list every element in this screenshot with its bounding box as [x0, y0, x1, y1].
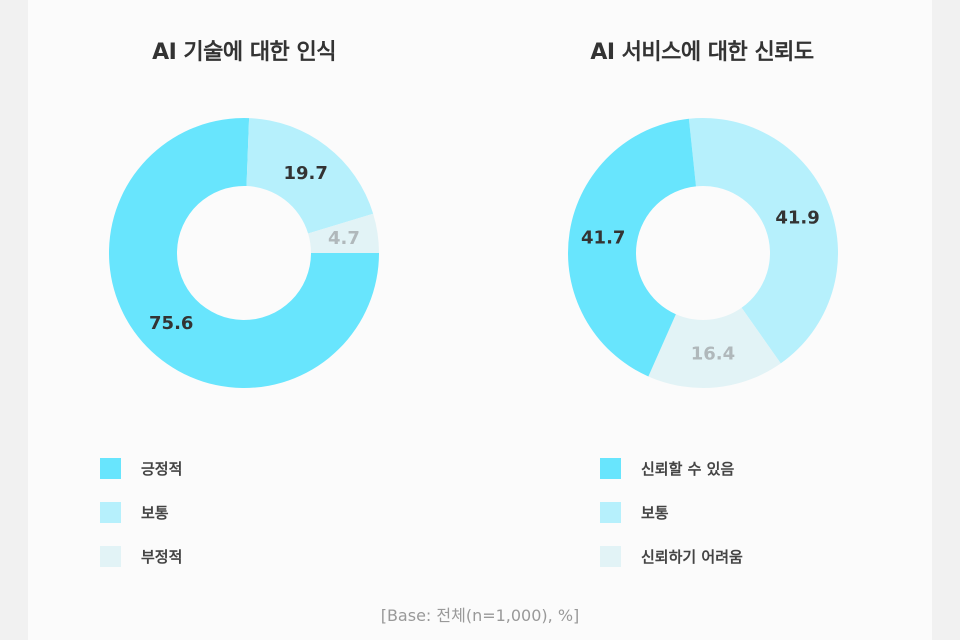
legend-label: 신뢰할 수 있음 — [641, 459, 735, 478]
donut-slice — [308, 213, 379, 253]
data-label: 41.9 — [775, 207, 819, 228]
legend-label: 신뢰하기 어려움 — [641, 547, 743, 566]
legend-item: 부정적 — [100, 534, 182, 578]
legend-label: 보통 — [141, 503, 169, 522]
data-label: 75.6 — [149, 313, 193, 334]
legend-item: 보통 — [100, 490, 182, 534]
data-label: 19.7 — [283, 163, 327, 184]
legend-swatch — [100, 457, 121, 479]
legend-swatch — [600, 457, 621, 479]
donut-slice — [688, 118, 838, 364]
legend-label: 긍정적 — [141, 459, 183, 478]
legend-swatch — [600, 501, 621, 523]
legend-item: 신뢰할 수 있음 — [600, 446, 743, 490]
data-label: 16.4 — [691, 344, 735, 365]
legend-2: 신뢰할 수 있음 보통 신뢰하기 어려움 — [600, 446, 743, 578]
legend-1: 긍정적 보통 부정적 — [100, 446, 182, 578]
donut-slice — [568, 118, 696, 377]
donut-chart-ai-trust: 41.9 16.4 41.7 — [568, 118, 838, 388]
legend-swatch — [100, 545, 121, 567]
donut-slice — [108, 117, 379, 388]
legend-item: 긍정적 — [100, 446, 182, 490]
donut-slice — [246, 118, 374, 234]
donut-slice — [648, 307, 781, 388]
footnote: [Base: 전체(n=1,000), %] — [380, 606, 580, 625]
legend-label: 보통 — [641, 503, 669, 522]
legend-swatch — [600, 545, 621, 567]
legend-label: 부정적 — [141, 547, 183, 566]
donut-chart-ai-perception: 75.6 19.7 4.7 — [108, 117, 379, 388]
legend-item: 보통 — [600, 490, 743, 534]
chart-title-2: AI 서비스에 대한 신뢰도 — [590, 40, 814, 65]
legend-swatch — [100, 501, 121, 523]
data-label: 4.7 — [328, 228, 360, 249]
data-label: 41.7 — [581, 227, 625, 248]
chart-title-1: AI 기술에 대한 인식 — [152, 40, 336, 65]
legend-item: 신뢰하기 어려움 — [600, 534, 743, 578]
